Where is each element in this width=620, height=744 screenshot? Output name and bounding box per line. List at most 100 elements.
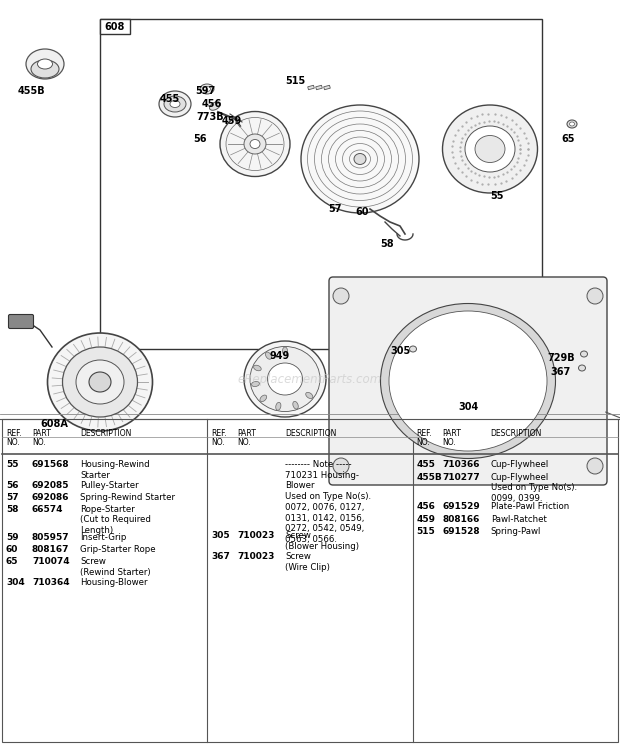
Ellipse shape: [293, 401, 298, 409]
Text: 692085: 692085: [32, 481, 69, 490]
Text: 57: 57: [328, 204, 342, 214]
Text: 691528: 691528: [443, 527, 481, 536]
Text: 58: 58: [6, 504, 19, 513]
Bar: [100, 19, 130, 34]
Text: 808166: 808166: [443, 515, 480, 524]
Text: 456: 456: [202, 99, 222, 109]
Text: 456: 456: [417, 502, 435, 511]
Ellipse shape: [306, 392, 313, 399]
Text: Rope-Starter
(Cut to Required
Length): Rope-Starter (Cut to Required Length): [80, 504, 151, 535]
Ellipse shape: [89, 372, 111, 392]
Text: Cup-Flywheel
Used on Type No(s).
0099, 0399.: Cup-Flywheel Used on Type No(s). 0099, 0…: [490, 472, 577, 503]
Text: NO.: NO.: [211, 438, 225, 447]
Text: 56: 56: [193, 134, 206, 144]
Text: DESCRIPTION: DESCRIPTION: [490, 429, 542, 438]
Text: Pulley-Starter: Pulley-Starter: [80, 481, 139, 490]
Text: 710364: 710364: [32, 578, 69, 587]
Text: 367: 367: [211, 552, 230, 561]
Text: Screw
(Wire Clip): Screw (Wire Clip): [285, 552, 330, 571]
Text: 459: 459: [222, 116, 242, 126]
Text: Screw
(Blower Housing): Screw (Blower Housing): [285, 531, 360, 551]
Circle shape: [587, 458, 603, 474]
Ellipse shape: [389, 311, 547, 451]
Text: Cup-Flywheel: Cup-Flywheel: [490, 460, 549, 469]
Text: 455: 455: [160, 94, 180, 104]
Text: 515: 515: [285, 76, 305, 86]
Text: 65: 65: [561, 134, 575, 144]
Text: 691529: 691529: [443, 502, 481, 511]
Ellipse shape: [244, 341, 326, 417]
Text: NO.: NO.: [6, 438, 20, 447]
Ellipse shape: [570, 122, 575, 126]
Ellipse shape: [578, 365, 585, 371]
Text: Insert-Grip: Insert-Grip: [80, 533, 126, 542]
Ellipse shape: [159, 91, 191, 117]
Text: 305: 305: [211, 531, 230, 540]
Bar: [308, 86, 314, 90]
Text: DESCRIPTION: DESCRIPTION: [285, 429, 337, 438]
Ellipse shape: [250, 139, 260, 149]
Ellipse shape: [210, 102, 221, 110]
Text: 608A: 608A: [40, 419, 68, 429]
Ellipse shape: [276, 403, 281, 410]
Text: 65: 65: [6, 557, 19, 566]
Text: Pawl-Ratchet: Pawl-Ratchet: [490, 515, 547, 524]
Ellipse shape: [465, 126, 515, 172]
Text: 455B: 455B: [417, 472, 443, 481]
Ellipse shape: [164, 96, 186, 112]
Text: -------- Note -----
710231 Housing-
Blower
Used on Type No(s).
0072, 0076, 0127,: -------- Note ----- 710231 Housing- Blow…: [285, 460, 371, 545]
Text: Spring-Pawl: Spring-Pawl: [490, 527, 541, 536]
Text: REF.: REF.: [211, 429, 227, 438]
Text: PART: PART: [32, 429, 51, 438]
Text: Plate-Pawl Friction: Plate-Pawl Friction: [490, 502, 569, 511]
Text: 57: 57: [6, 493, 19, 501]
Text: 367: 367: [550, 367, 570, 377]
FancyBboxPatch shape: [329, 277, 607, 485]
Text: 60: 60: [6, 545, 19, 554]
Ellipse shape: [254, 365, 261, 371]
Text: 691568: 691568: [32, 460, 69, 469]
Ellipse shape: [354, 153, 366, 164]
Text: 805957: 805957: [32, 533, 69, 542]
Ellipse shape: [301, 105, 419, 213]
Text: 729B: 729B: [547, 353, 575, 363]
Ellipse shape: [76, 360, 124, 404]
Text: 808167: 808167: [32, 545, 69, 554]
Text: 608: 608: [105, 22, 125, 31]
Text: 455: 455: [417, 460, 435, 469]
Text: 692086: 692086: [32, 493, 69, 501]
Ellipse shape: [220, 112, 290, 176]
Text: Grip-Starter Rope: Grip-Starter Rope: [80, 545, 156, 554]
Text: 59: 59: [6, 533, 19, 542]
Ellipse shape: [31, 60, 59, 78]
Ellipse shape: [567, 120, 577, 128]
Ellipse shape: [580, 351, 588, 357]
Text: REF.: REF.: [417, 429, 432, 438]
Text: REF.: REF.: [6, 429, 22, 438]
FancyArrowPatch shape: [606, 412, 620, 420]
Text: 459: 459: [417, 515, 436, 524]
Text: 949: 949: [270, 351, 290, 361]
Text: 710023: 710023: [237, 531, 275, 540]
Text: NO.: NO.: [443, 438, 456, 447]
Text: 55: 55: [6, 460, 19, 469]
Text: Screw
(Rewind Starter): Screw (Rewind Starter): [80, 557, 151, 577]
Text: 710023: 710023: [237, 552, 275, 561]
Text: 515: 515: [417, 527, 435, 536]
Text: 56: 56: [6, 481, 19, 490]
Text: 58: 58: [380, 239, 394, 249]
Text: 710277: 710277: [443, 472, 481, 481]
Ellipse shape: [170, 100, 180, 107]
Text: NO.: NO.: [417, 438, 430, 447]
Text: Housing-Rewind
Starter: Housing-Rewind Starter: [80, 460, 149, 480]
Ellipse shape: [200, 84, 214, 94]
Bar: [100, 19, 542, 349]
Circle shape: [587, 288, 603, 304]
Text: 773B: 773B: [196, 112, 224, 122]
Bar: [2, 419, 618, 742]
Ellipse shape: [381, 304, 556, 458]
Circle shape: [333, 458, 349, 474]
Ellipse shape: [265, 352, 272, 359]
Text: eReplacementParts.com: eReplacementParts.com: [238, 373, 382, 385]
Ellipse shape: [260, 395, 267, 402]
